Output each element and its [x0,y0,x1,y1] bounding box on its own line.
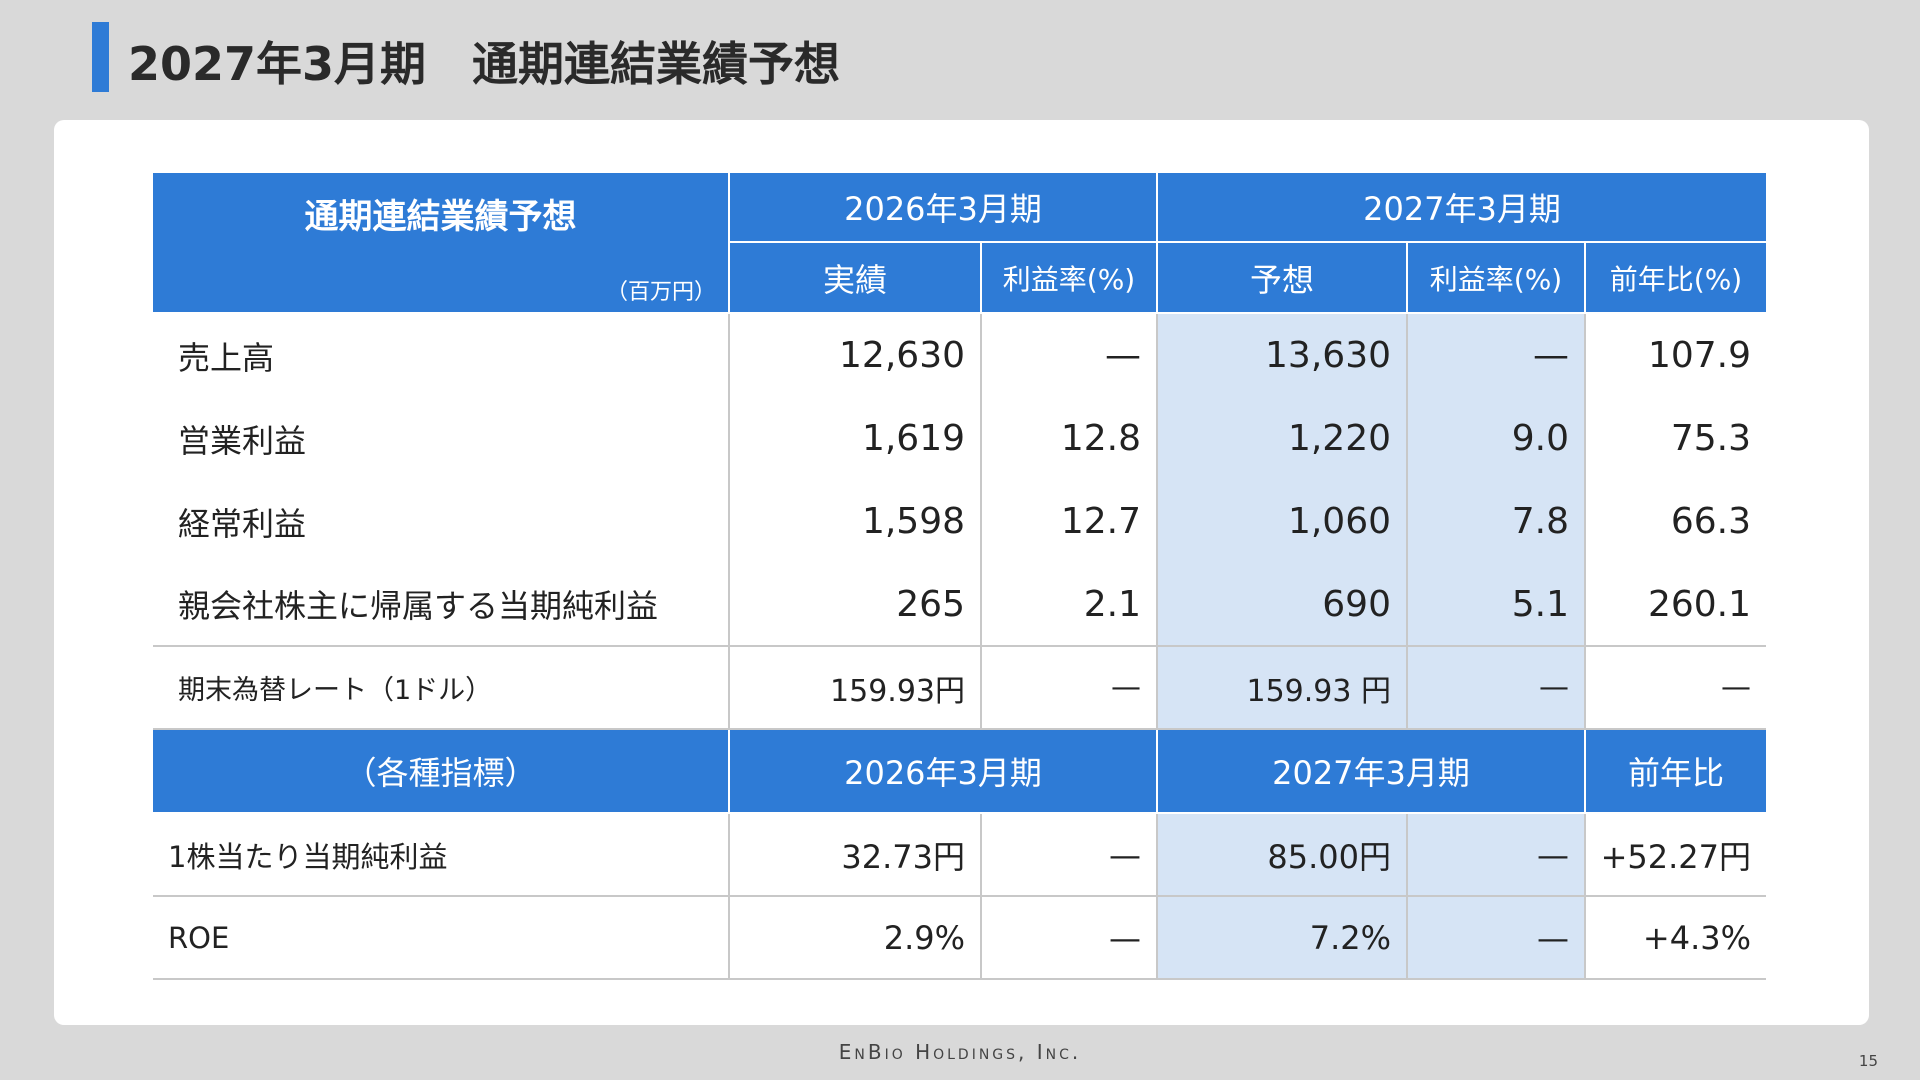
table-row: 親会社株主に帰属する当期純利益 265 2.1 690 5.1 260.1 [153,563,1766,647]
cell-value: 75.3 [1584,397,1766,480]
cell-value: — [1406,646,1585,730]
table-row: ROE 2.9% —7.2% — +4.3% [153,896,1766,980]
cell-value: 690 [1156,563,1407,647]
table-row: 実績 利益率(%) 予想 利益率(%) 前年比(%) [153,241,1766,314]
cell-value: 5.1 [1406,563,1585,647]
row-label: 親会社株主に帰属する当期純利益 [153,563,729,647]
section-header: （各種指標） [153,728,730,814]
cell-value: 1,598 [728,480,981,563]
section-header: 2027年3月期 [1156,728,1586,814]
section-header: 前年比 [1584,728,1766,814]
page-number: 15 [1858,1052,1878,1070]
cell-value: 9.0 [1406,397,1585,480]
cell-value: 2.9% [728,896,981,980]
table-row: 期末為替レート（1ドル） 159.93円 —159.93 円 — — [153,646,1766,730]
cell-value: — [1406,813,1585,897]
row-label: 営業利益 [178,421,307,460]
row-label: ROE [153,896,729,980]
table-row: 1株当たり当期純利益 32.73円 —85.00円 — +52.27円 [153,813,1766,897]
cell-value: 12,630 [728,313,981,397]
table-row: （各種指標） 2026年3月期 2027年3月期 前年比 [153,728,1766,814]
cell-value: — [980,646,1157,730]
title-accent [92,22,109,92]
slide-title: 2027年3月期 通期連結業績予想 [128,37,841,91]
cell-value: 32.73円 [728,813,981,897]
period-header: 2027年3月期 [1156,171,1766,243]
row-label: 売上高 [178,338,275,377]
cell-value: 12.8 [980,397,1157,480]
cell-value: 12.7 [980,480,1157,563]
cell-value: 1,220 [1156,397,1407,480]
cell-value: 66.3 [1584,480,1766,563]
forecast-table: 通期連結業績予想 （百万円） 2026年3月期 2027年3月期 実績 利益率(%) 予想利… [153,171,1766,980]
header-cell: 通期連結業績予想 （百万円） [153,171,730,314]
company-name: EnBio Holdings, Inc. [838,1040,1082,1064]
cell-value: 1,060 [1156,480,1407,563]
cell-value: 159.93円 [728,646,981,730]
cell-value: 107.9 [1584,313,1766,397]
cell-value: 7.8 [1406,480,1585,563]
cell-value: — [1406,313,1585,397]
row-label: 期末為替レート（1ドル） [153,646,729,730]
cell-value: — [980,813,1157,897]
column-header: 予想 [1156,241,1408,314]
table-row: 経常利益 1,598 12.7 1,060 7.8 66.3 [153,480,1766,563]
cell-value: — [980,896,1157,980]
table-row: 通期連結業績予想 （百万円） 2026年3月期 2027年3月期 [153,171,1766,314]
column-header: 実績 [729,241,982,314]
cell-value: 2.1 [980,563,1157,647]
row-label: 1株当たり当期純利益 [153,813,729,897]
table-row: 売上高 12,630—13,630—107.9 [153,313,1766,397]
cell-value: — [1584,646,1766,730]
cell-value: — [1406,896,1585,980]
section-header: 2026年3月期 [728,728,1158,814]
cell-value: 7.2% [1156,896,1407,980]
table-row: 営業利益 1,619 12.8 1,220 9.0 75.3 [153,397,1766,480]
cell-value: 1,619 [728,397,981,480]
column-header: 利益率(%) [980,241,1158,314]
cell-value: 265 [728,563,981,647]
row-label: 経常利益 [178,504,307,543]
cell-value: +4.3% [1584,896,1766,980]
cell-value: +52.27円 [1584,813,1766,897]
cell-value: — [980,313,1157,397]
cell-value: 159.93 円 [1156,646,1407,730]
header-label: 通期連結業績予想 [304,197,577,237]
column-header: 前年比(%) [1584,241,1766,314]
column-header: 利益率(%) [1406,241,1586,314]
cell-value: 85.00円 [1156,813,1407,897]
cell-value: 260.1 [1584,563,1766,647]
unit-label: （百万円） [605,280,716,305]
period-header: 2026年3月期 [728,171,1158,243]
cell-value: 13,630 [1156,313,1407,397]
